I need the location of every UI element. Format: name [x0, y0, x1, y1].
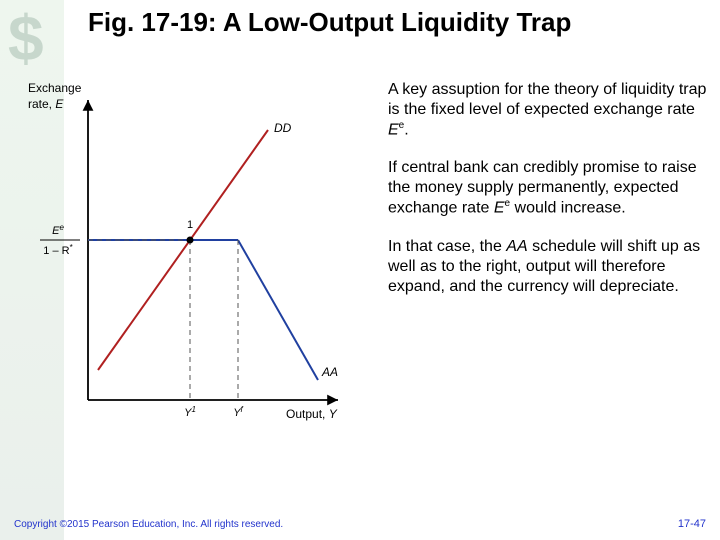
svg-text:rate, E: rate, E: [28, 97, 64, 111]
svg-text:Output, Y: Output, Y: [286, 407, 338, 421]
slide-root: $ Fig. 17-19: A Low-Output Liquidity Tra…: [0, 0, 720, 540]
p3-var: AA: [506, 238, 527, 255]
p2-end: would increase.: [510, 200, 626, 217]
svg-text:1: 1: [187, 219, 193, 231]
liquidity-trap-chart: Exchange rate, E Output, Y DD AA 1 Ee 1 – R* Y1 Y…: [18, 70, 358, 440]
svg-text:1 – R*: 1 – R*: [43, 243, 72, 258]
dollar-icon: $: [2, 0, 66, 80]
p1-var: E: [388, 121, 399, 138]
svg-text:Ee: Ee: [52, 223, 64, 238]
figure-title: Fig. 17-19: A Low-Output Liquidity Trap: [88, 8, 688, 38]
p3-text-a: In that case, the: [388, 238, 506, 255]
svg-text:Exchange: Exchange: [28, 81, 82, 95]
svg-text:AA: AA: [321, 365, 338, 379]
svg-text:$: $: [8, 2, 44, 74]
copyright-text: Copyright ©2015 Pearson Education, Inc. …: [14, 519, 283, 530]
svg-text:Yf: Yf: [233, 405, 243, 420]
page-number: 17-47: [678, 518, 706, 530]
p2-var: E: [494, 200, 505, 217]
paragraph-3: In that case, the AA schedule will shift…: [388, 237, 708, 297]
p1-text: A key assuption for the theory of liquid…: [388, 81, 706, 118]
body-text: A key assuption for the theory of liquid…: [388, 80, 708, 315]
p1-end: .: [404, 121, 408, 138]
paragraph-1: A key assuption for the theory of liquid…: [388, 80, 708, 140]
svg-text:Y1: Y1: [184, 405, 196, 420]
svg-text:DD: DD: [274, 121, 292, 135]
paragraph-2: If central bank can credibly promise to …: [388, 158, 708, 218]
